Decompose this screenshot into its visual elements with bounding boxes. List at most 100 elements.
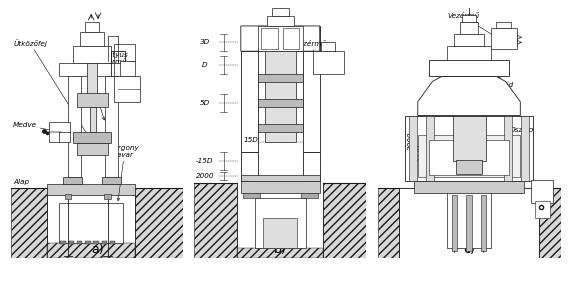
Text: 3550: 3550 bbox=[416, 144, 422, 162]
Text: 15D: 15D bbox=[244, 137, 259, 144]
Bar bbox=[265, 51, 296, 142]
Bar bbox=[303, 51, 320, 152]
Text: 5D: 5D bbox=[200, 100, 210, 106]
Bar bbox=[77, 241, 82, 245]
Bar bbox=[85, 22, 99, 32]
Bar bbox=[237, 248, 323, 258]
Text: Ütközőfej: Ütközőfej bbox=[13, 39, 91, 140]
Bar bbox=[104, 194, 111, 199]
Bar bbox=[447, 188, 491, 248]
Text: 3D: 3D bbox=[200, 39, 210, 45]
Bar bbox=[69, 241, 74, 245]
Bar bbox=[258, 26, 303, 51]
Bar bbox=[301, 191, 318, 198]
Bar bbox=[47, 184, 135, 195]
Text: 2000: 2000 bbox=[196, 173, 214, 179]
Bar bbox=[93, 241, 99, 245]
Text: Medve: Medve bbox=[13, 122, 58, 132]
Text: 3000: 3000 bbox=[408, 131, 414, 150]
Bar bbox=[77, 144, 108, 155]
Bar bbox=[11, 188, 47, 258]
Text: c): c) bbox=[463, 243, 475, 256]
Bar bbox=[101, 241, 107, 245]
Bar bbox=[120, 61, 135, 76]
Bar bbox=[313, 51, 344, 74]
Bar bbox=[405, 116, 533, 181]
Bar bbox=[77, 93, 108, 107]
Bar bbox=[399, 188, 539, 258]
Text: D: D bbox=[202, 62, 208, 68]
Bar bbox=[491, 28, 517, 49]
Bar bbox=[462, 15, 476, 22]
Bar bbox=[114, 76, 140, 102]
Text: a): a) bbox=[91, 243, 104, 256]
Bar bbox=[429, 60, 509, 76]
Text: Állvány: Állvány bbox=[84, 93, 110, 120]
Text: D: D bbox=[277, 51, 283, 57]
Text: 250: 250 bbox=[462, 163, 476, 169]
Polygon shape bbox=[303, 152, 320, 181]
Text: -15D: -15D bbox=[196, 158, 213, 164]
Bar bbox=[429, 139, 509, 175]
Bar bbox=[409, 116, 417, 181]
Bar bbox=[456, 160, 482, 174]
Bar bbox=[241, 51, 258, 152]
Bar bbox=[460, 22, 478, 34]
Bar bbox=[283, 28, 299, 49]
Bar bbox=[378, 188, 561, 258]
Bar bbox=[505, 116, 513, 181]
Polygon shape bbox=[241, 26, 268, 51]
Bar bbox=[47, 243, 135, 258]
Bar bbox=[63, 177, 82, 184]
Bar bbox=[452, 195, 457, 251]
Bar bbox=[521, 116, 529, 181]
Bar bbox=[321, 42, 335, 51]
Bar bbox=[447, 46, 491, 60]
Bar bbox=[59, 63, 123, 76]
Text: Horgony
csavar: Horgony csavar bbox=[109, 145, 140, 201]
Bar bbox=[49, 122, 70, 142]
Bar bbox=[102, 177, 121, 184]
Bar bbox=[258, 74, 303, 82]
Text: Oszlop: Oszlop bbox=[509, 127, 534, 148]
Bar bbox=[87, 63, 97, 94]
Bar bbox=[60, 241, 66, 245]
Bar bbox=[452, 116, 486, 161]
Polygon shape bbox=[292, 26, 320, 51]
Bar bbox=[426, 116, 434, 181]
Bar bbox=[267, 16, 294, 26]
Bar bbox=[135, 188, 183, 258]
Bar bbox=[258, 125, 303, 132]
Bar bbox=[418, 135, 521, 177]
Bar bbox=[73, 46, 111, 63]
Bar bbox=[89, 107, 96, 132]
Text: Tolattyús
vezérmű: Tolattyús vezérmű bbox=[96, 51, 128, 82]
Bar bbox=[110, 241, 115, 245]
Bar bbox=[323, 183, 366, 258]
Bar bbox=[241, 26, 320, 51]
Bar bbox=[194, 183, 237, 258]
Bar bbox=[85, 241, 90, 245]
Bar bbox=[535, 201, 550, 218]
Text: Töke: Töke bbox=[63, 212, 80, 218]
Bar bbox=[65, 194, 72, 199]
Bar bbox=[454, 34, 484, 46]
Bar bbox=[496, 22, 511, 28]
Text: b): b) bbox=[274, 243, 287, 256]
Bar bbox=[80, 32, 104, 46]
Text: Vezérmű: Vezérmű bbox=[294, 41, 326, 61]
Bar bbox=[466, 195, 472, 251]
Bar bbox=[481, 195, 486, 251]
Polygon shape bbox=[418, 76, 521, 116]
Polygon shape bbox=[241, 152, 258, 181]
Bar bbox=[243, 191, 260, 198]
Bar bbox=[105, 76, 118, 177]
Bar bbox=[59, 203, 123, 243]
Bar bbox=[272, 8, 289, 16]
Text: Alap: Alap bbox=[13, 179, 29, 185]
Bar bbox=[258, 99, 303, 107]
Text: Vezérmű: Vezérmű bbox=[447, 13, 496, 38]
Bar bbox=[241, 181, 320, 193]
Bar bbox=[255, 198, 306, 248]
Bar bbox=[241, 175, 320, 181]
